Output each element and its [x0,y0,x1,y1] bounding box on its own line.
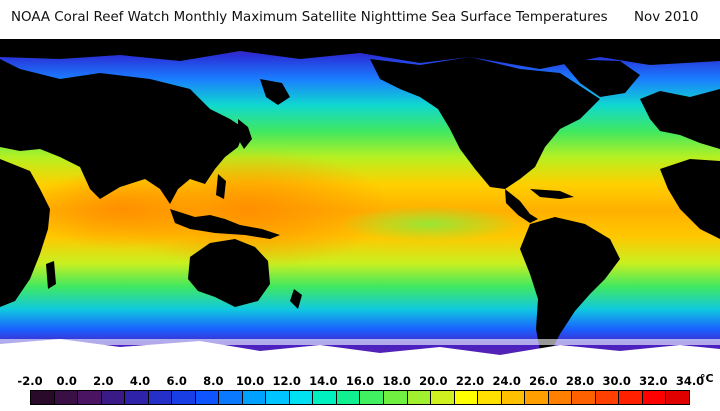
legend-swatch [407,391,432,404]
title-text: NOAA Coral Reef Watch Monthly Maximum Sa… [11,10,608,25]
maritime-continent [170,209,280,239]
legend-tick-label: 24.0 [492,374,521,388]
legend-swatch [666,391,689,404]
legend-tick-label: 10.0 [235,374,265,388]
greenland [560,59,640,97]
legend-tick-label: 14.0 [309,374,338,388]
title-date: Nov 2010 [634,10,699,25]
cold-tongue [340,206,520,242]
europe [640,89,720,149]
kamchatka [260,79,290,105]
australia [188,239,270,307]
legend-swatch [501,391,526,404]
central-america [505,189,538,223]
legend-tick-label: 4.0 [129,374,151,388]
legend-tick-label: 12.0 [272,374,301,388]
legend-swatch [125,391,149,404]
japan [238,119,252,149]
legend-tick-label: 0.0 [56,374,77,388]
legend-tick-label: 30.0 [602,374,631,388]
legend-swatch [642,391,667,404]
legend-tick-label: 26.0 [529,374,558,388]
legend-tick-label: 6.0 [166,374,187,388]
legend-tick-label: 16.0 [345,374,375,388]
legend-swatch [595,391,620,404]
antarctica [0,339,720,369]
legend-swatch [54,391,79,404]
africa-east [0,159,50,307]
legend-swatch [172,391,196,404]
legend-swatch [619,391,643,404]
africa-west [660,159,720,239]
legend-color-bar [30,390,690,405]
map-title: NOAA Coral Reef Watch Monthly Maximum Sa… [0,10,720,30]
legend-swatch [148,391,173,404]
legend-swatch [313,391,337,404]
legend-swatch [289,391,314,404]
legend-swatch [31,391,55,404]
legend-tick-label: 18.0 [382,374,411,388]
legend-tick-label: -2.0 [17,374,43,388]
caribbean-islands [530,189,574,199]
legend-tick-label: 8.0 [203,374,224,388]
legend-tick-label: 28.0 [565,374,595,388]
legend-swatch [219,391,243,404]
legend-swatch [195,391,220,404]
legend-tick-label: 22.0 [455,374,485,388]
legend-swatch [548,391,573,404]
legend-swatch [266,391,290,404]
legend-tick-label: 2.0 [93,374,114,388]
sea-ice-edge [0,339,720,345]
eurasia [0,59,245,204]
legend-swatch [572,391,596,404]
legend-tick-label: 34.0 [675,374,705,388]
legend-swatch [242,391,267,404]
legend-tick-label: 32.0 [639,374,668,388]
legend-swatch [525,391,549,404]
legend-swatch [360,391,384,404]
south-america [520,217,620,357]
legend-swatch [454,391,479,404]
legend-swatch [101,391,126,404]
legend-swatch [431,391,455,404]
new-zealand [290,289,302,309]
philippines [216,174,226,199]
north-america [370,57,600,189]
legend-swatch [336,391,361,404]
legend-swatch [478,391,502,404]
legend-tick-label: 20.0 [419,374,448,388]
sst-map [0,39,720,369]
legend-tick-labels: -2.0 0.0 2.0 4.0 6.0 8.0 10.0 12.0 14.0 16.0 18.0 2… [0,374,720,390]
madagascar [46,261,56,289]
legend-unit: °C [700,372,714,385]
legend-swatch [383,391,408,404]
legend-swatch [78,391,102,404]
arctic-landmass [0,39,720,69]
